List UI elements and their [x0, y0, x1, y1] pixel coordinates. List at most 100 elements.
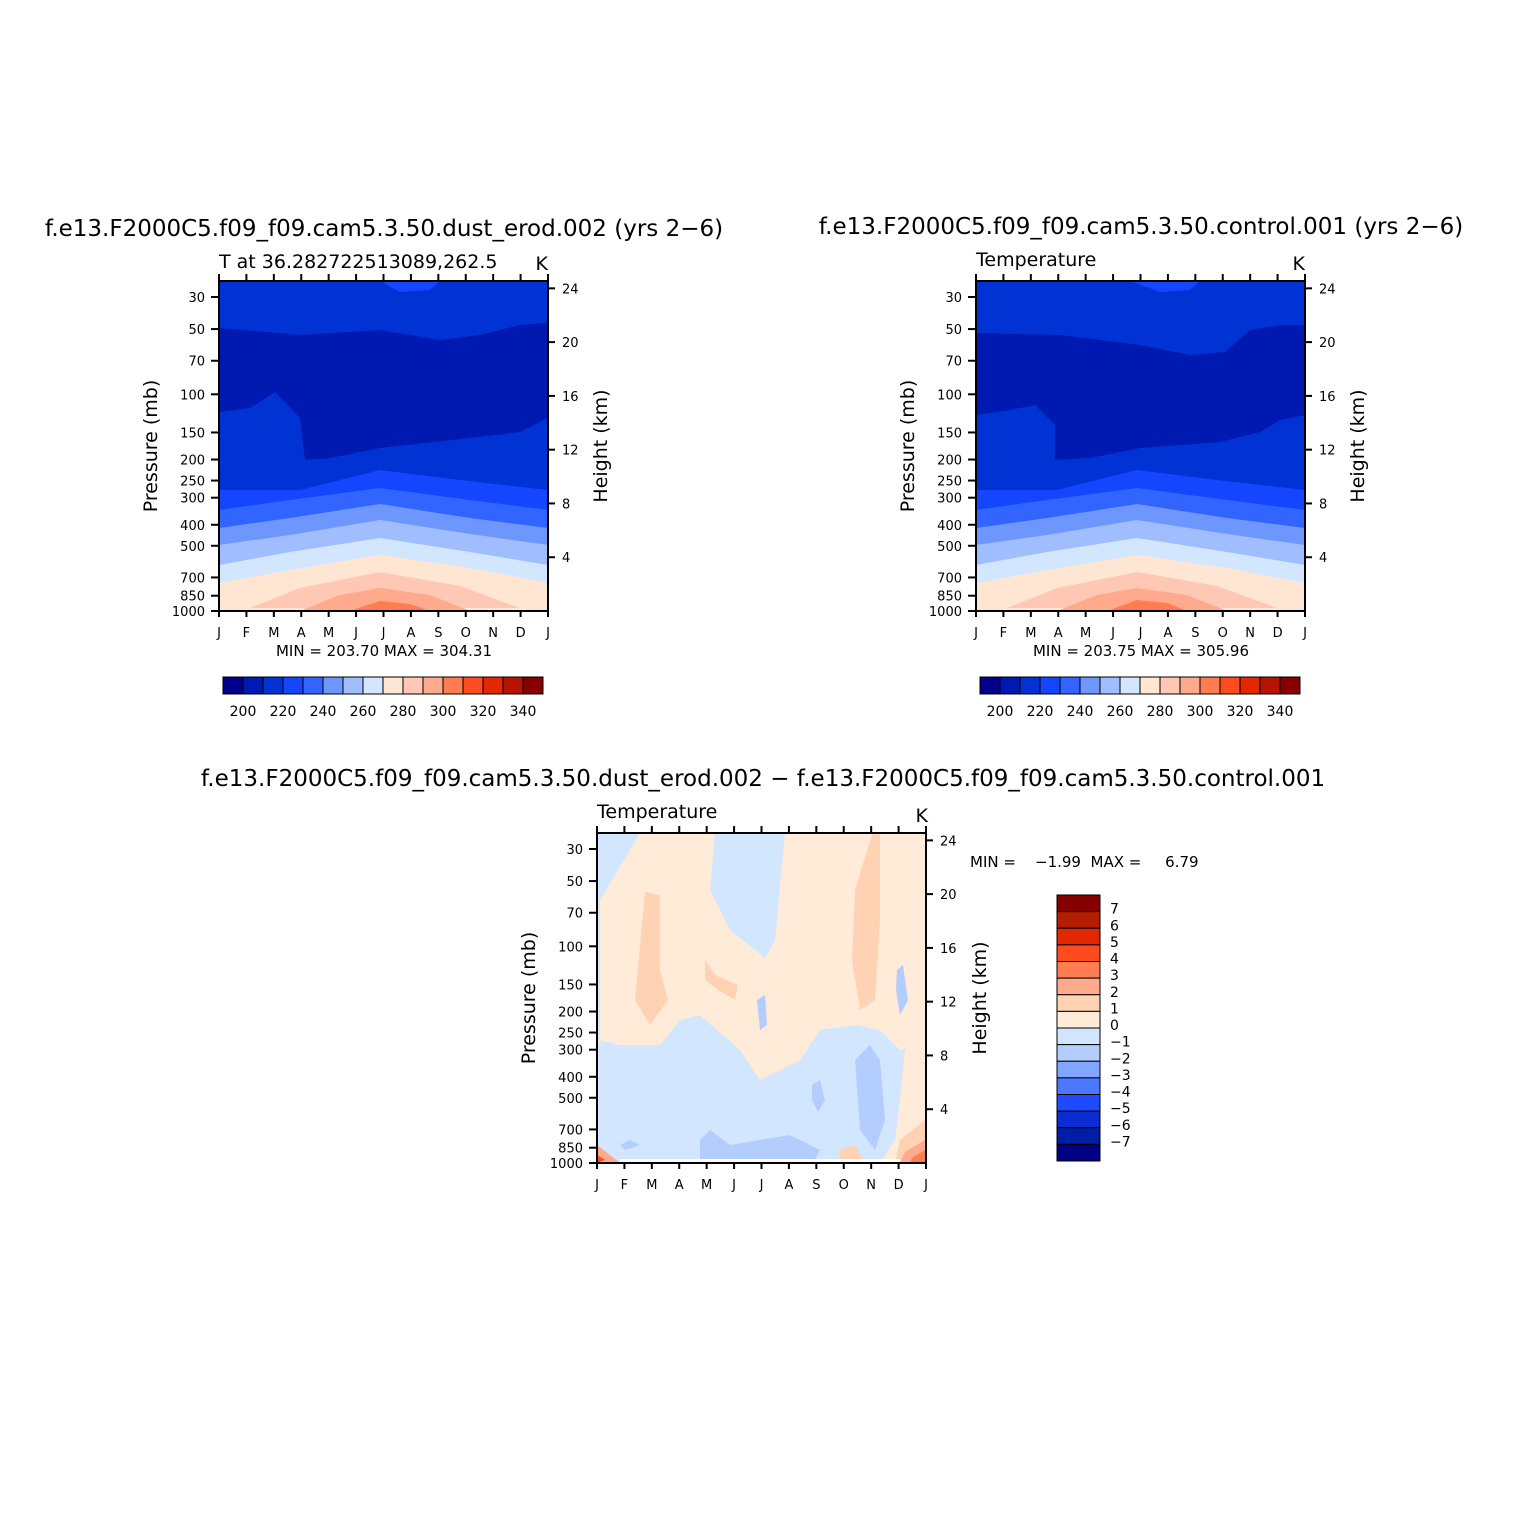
- panel-title: f.e13.F2000C5.f09_f09.cam5.3.50.dust_ero…: [45, 216, 723, 242]
- x-tick-label: O: [1218, 626, 1228, 641]
- x-tick-label: O: [461, 626, 471, 641]
- units-label: K: [536, 253, 549, 275]
- panel-title: f.e13.F2000C5.f09_f09.cam5.3.50.control.…: [819, 214, 1463, 240]
- colorbar-label: 5: [1110, 935, 1119, 951]
- x-tick-label: J: [216, 626, 221, 641]
- x-tick-label: J: [594, 1178, 599, 1193]
- y2-tick-label: 20: [562, 336, 579, 351]
- x-tick-label: J: [1138, 626, 1143, 641]
- x-tick-label: J: [731, 1178, 736, 1193]
- colorbar-label: 7: [1110, 902, 1119, 918]
- colorbar-box: [1056, 977, 1101, 996]
- y-axis-label: Pressure (mb): [518, 932, 540, 1065]
- colorbar-label: 1: [1110, 1001, 1119, 1017]
- colorbar-box: [382, 676, 404, 695]
- colorbar-box: [1039, 676, 1061, 695]
- y-tick-label: 50: [188, 323, 205, 338]
- y-tick-label: 1000: [172, 605, 205, 620]
- x-tick-label: O: [839, 1178, 849, 1193]
- x-tick-label: M: [1025, 626, 1036, 641]
- panel-subtitle: Temperature: [975, 249, 1096, 271]
- y2-axis-label: Height (km): [590, 389, 612, 502]
- y2-tick-label: 12: [1319, 444, 1336, 459]
- colorbar-box: [242, 676, 264, 695]
- colorbar-label: −6: [1110, 1118, 1131, 1134]
- panel-title: f.e13.F2000C5.f09_f09.cam5.3.50.dust_ero…: [201, 766, 1325, 792]
- x-tick-label: A: [406, 626, 415, 641]
- x-tick-label: J: [353, 626, 358, 641]
- x-tick-label: F: [243, 626, 250, 641]
- x-tick-label: A: [1054, 626, 1063, 641]
- colorbar-label: −5: [1110, 1101, 1131, 1117]
- colorbar-box: [1056, 894, 1101, 913]
- colorbar-label: 260: [350, 704, 377, 720]
- x-tick-label: S: [434, 626, 442, 641]
- x-tick-label: M: [646, 1178, 657, 1193]
- colorbar-label: 6: [1110, 918, 1119, 934]
- contour-field: [219, 281, 548, 611]
- y-tick-label: 700: [937, 571, 962, 586]
- y2-tick-label: 4: [940, 1103, 948, 1118]
- colorbar-box: [222, 676, 244, 695]
- x-tick-label: A: [1163, 626, 1172, 641]
- colorbar-box: [1159, 676, 1181, 695]
- x-tick-label: J: [973, 626, 978, 641]
- colorbar-label: 280: [1147, 704, 1174, 720]
- y-tick-label: 70: [945, 355, 962, 370]
- colorbar-box: [1019, 676, 1041, 695]
- colorbar-box: [482, 676, 504, 695]
- colorbar-box: [1056, 1127, 1101, 1145]
- colorbar-label: 240: [1067, 704, 1094, 720]
- panel-subtitle: T at 36.282722513089,262.5: [218, 251, 498, 273]
- x-tick-label: F: [621, 1178, 628, 1193]
- y2-tick-label: 16: [562, 390, 579, 405]
- colorbar-label: −3: [1110, 1068, 1131, 1084]
- colorbar-label: 2: [1110, 985, 1119, 1001]
- colorbar-box: [1139, 676, 1161, 695]
- contour-field: [597, 833, 926, 1163]
- y-tick-label: 1000: [929, 605, 962, 620]
- panel-subtitle: Temperature: [596, 801, 717, 823]
- colorbar-label: 340: [510, 704, 537, 720]
- y2-tick-label: 8: [940, 1049, 948, 1064]
- y-tick-label: 700: [558, 1123, 583, 1138]
- colorbar-box: [1056, 911, 1101, 929]
- panel-difference: f.e13.F2000C5.f09_f09.cam5.3.50.dust_ero…: [201, 766, 1325, 1193]
- colorbar-box: [1056, 927, 1101, 946]
- y-axis-label: Pressure (mb): [140, 380, 162, 513]
- colorbar-label: 220: [1027, 704, 1054, 720]
- x-tick-label: A: [297, 626, 306, 641]
- x-tick-label: D: [1273, 626, 1283, 641]
- colorbar-box: [1099, 676, 1121, 695]
- colorbar-box: [1079, 676, 1101, 695]
- colorbar-box: [262, 676, 284, 695]
- x-tick-label: N: [866, 1178, 876, 1193]
- x-tick-label: J: [381, 626, 386, 641]
- x-tick-label: N: [488, 626, 498, 641]
- min-max-stats: MIN = 203.70 MAX = 304.31: [276, 642, 492, 660]
- colorbar-label: 260: [1107, 704, 1134, 720]
- colorbar-box: [442, 676, 464, 695]
- colorbar-box: [1056, 961, 1101, 979]
- colorbar-box: [979, 676, 1001, 695]
- y2-tick-label: 8: [562, 497, 570, 512]
- y2-tick-label: 20: [940, 888, 957, 903]
- y2-tick-label: 12: [562, 444, 579, 459]
- y2-tick-label: 4: [1319, 551, 1327, 566]
- y-tick-label: 500: [558, 1092, 583, 1107]
- x-tick-label: M: [268, 626, 279, 641]
- panel-control: f.e13.F2000C5.f09_f09.cam5.3.50.control.…: [819, 214, 1463, 720]
- colorbar-label: −2: [1110, 1051, 1131, 1067]
- y-tick-label: 50: [945, 323, 962, 338]
- colorbar-box: [282, 676, 304, 695]
- y-tick-label: 150: [937, 426, 962, 441]
- y-tick-label: 150: [180, 426, 205, 441]
- colorbar-box: [1056, 1027, 1101, 1046]
- y-tick-label: 300: [180, 492, 205, 507]
- axis-ticks: J F M A M J J A S O N D J 30 50 70 100 150 200 250 300 400 500…: [172, 274, 579, 641]
- colorbar-box: [1259, 676, 1281, 695]
- y-tick-label: 400: [937, 519, 962, 534]
- y-tick-label: 30: [566, 843, 583, 858]
